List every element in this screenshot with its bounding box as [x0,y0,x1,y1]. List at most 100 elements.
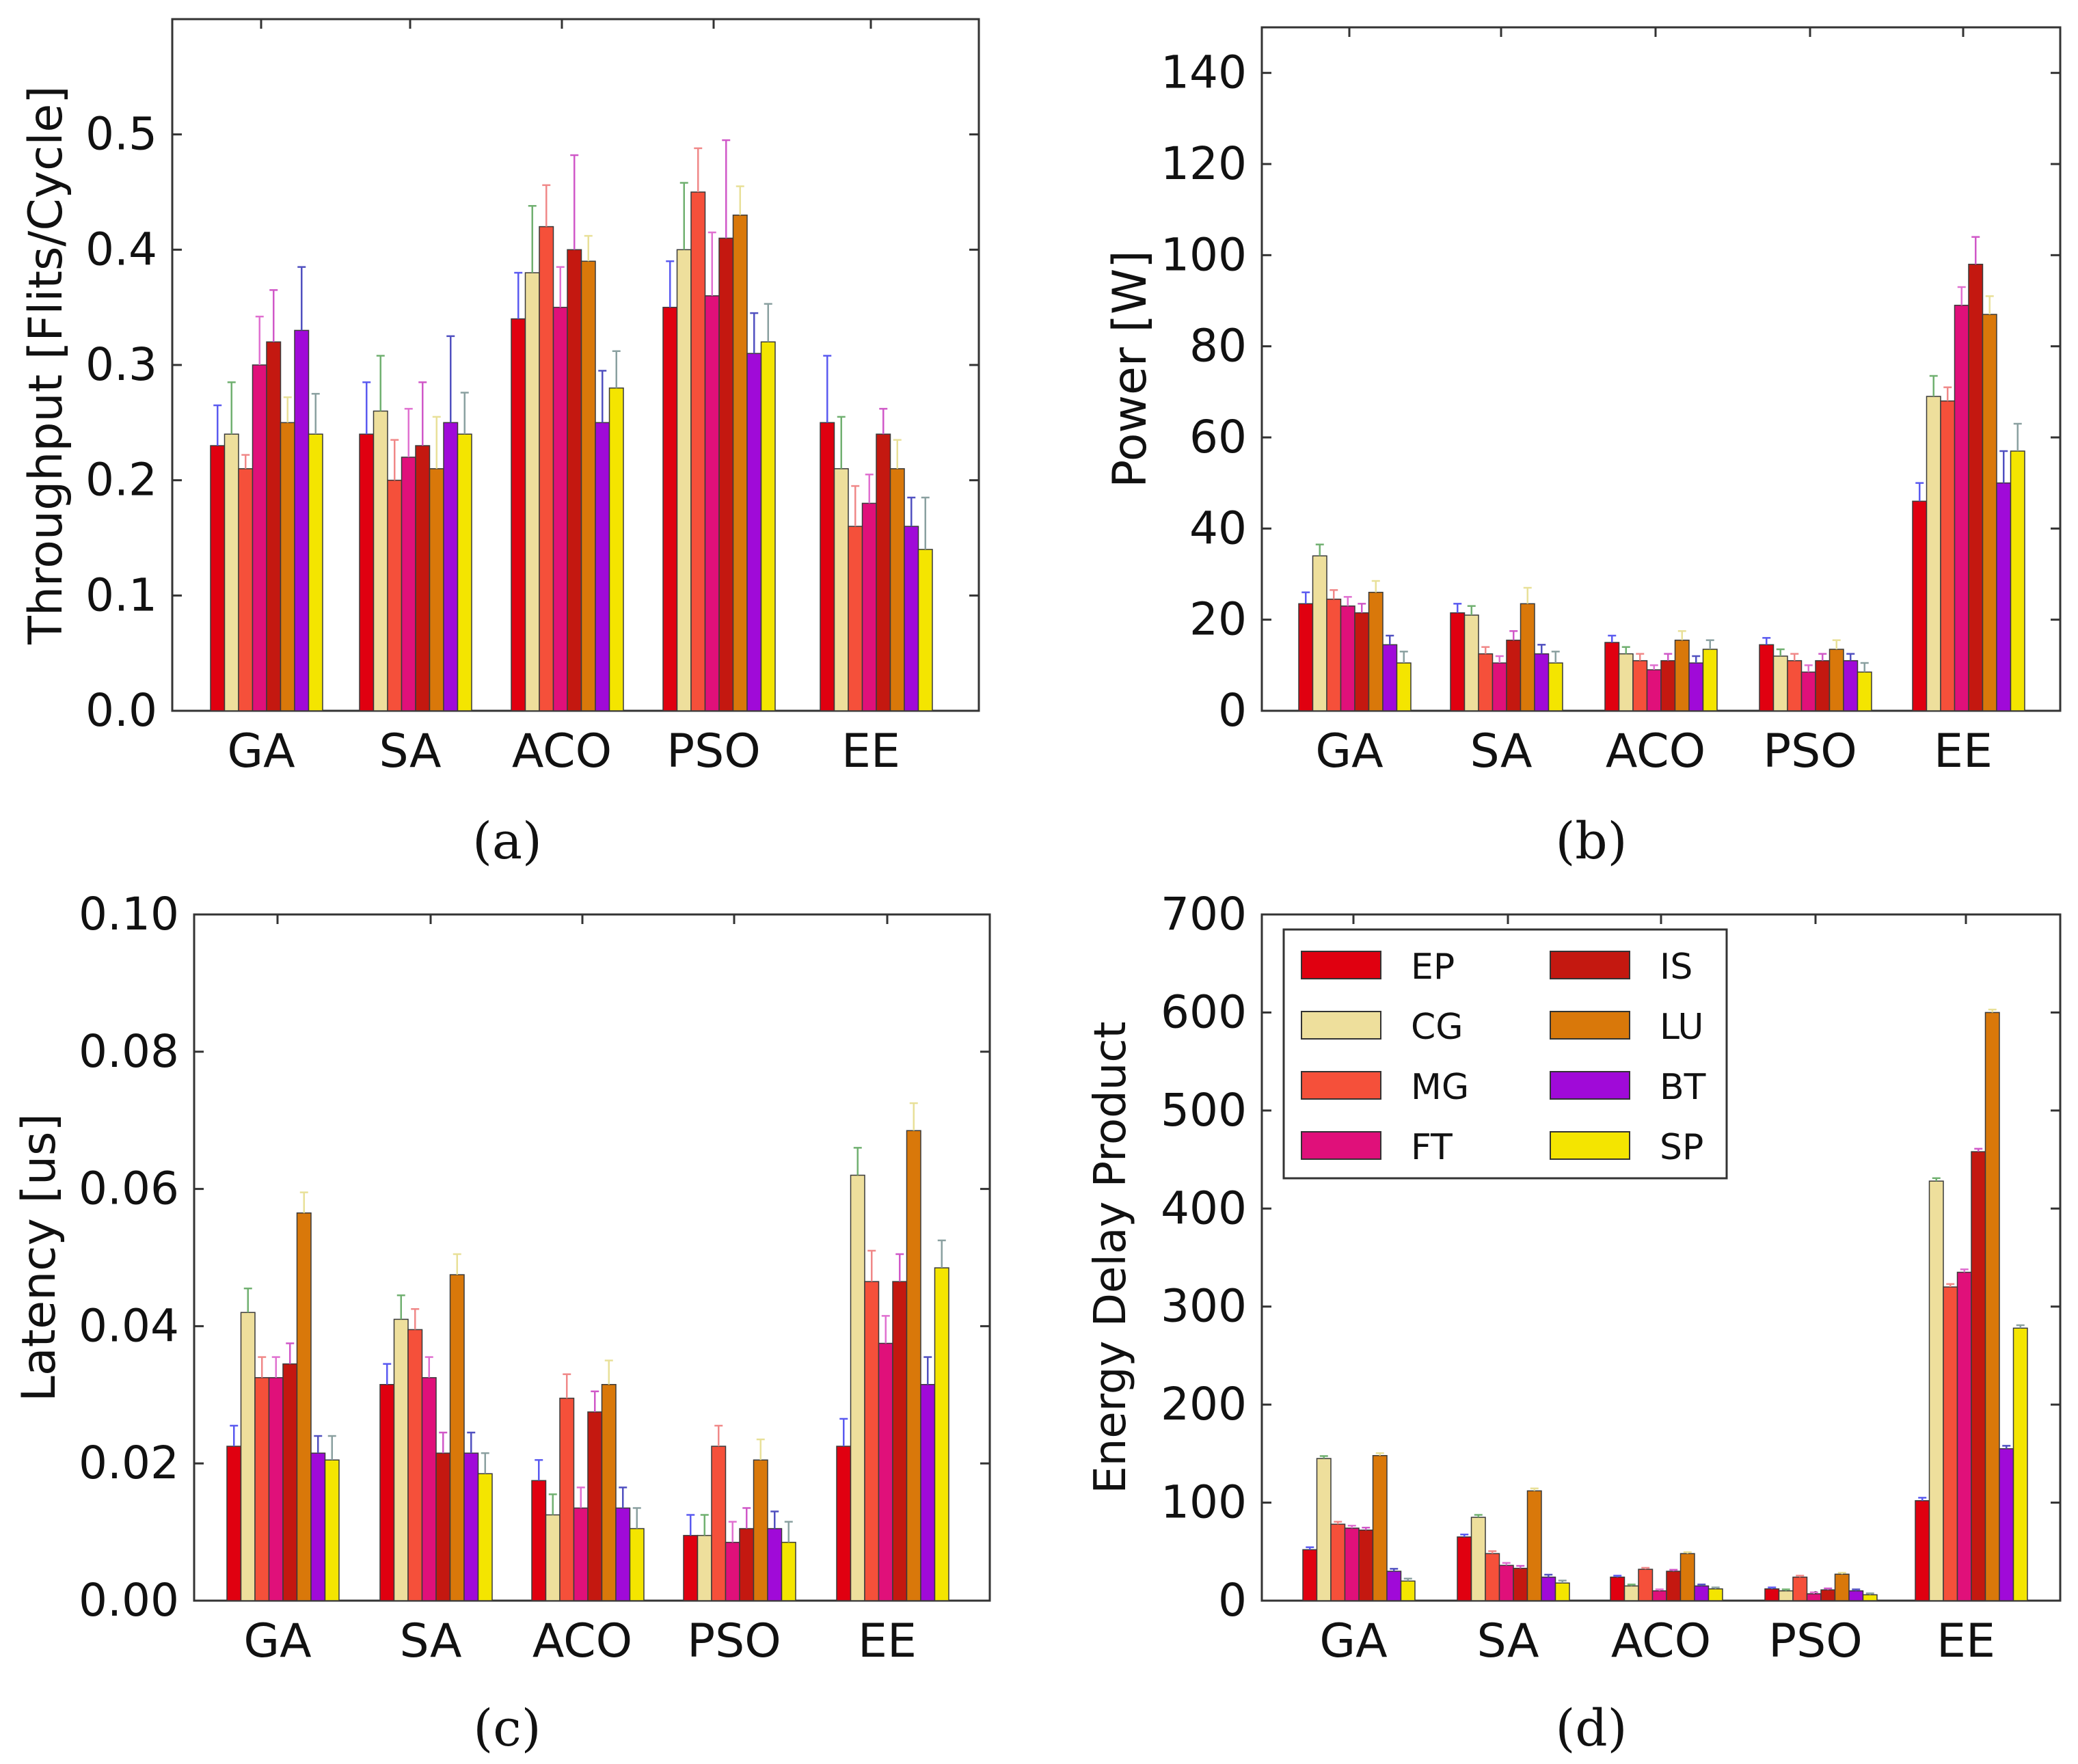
bar-ep-pso [1759,644,1775,711]
legend-entry-ft: FT [1301,1127,1453,1168]
legend-label-ft: FT [1411,1127,1453,1168]
bar-bt-aco [1694,1585,1710,1601]
bar-mg-ga [238,468,254,711]
bar-is-ee [876,433,891,711]
y-tick-label: 200 [1161,1378,1247,1430]
x-ticks: GA SA ACO PSO EE [1319,914,1995,1668]
y-ticks: 0.0 0.1 0.2 0.3 0.4 0.5 [85,108,979,737]
y-tick-label: 0.10 [79,888,179,940]
bar-sp-ee [917,549,933,711]
x-tick-label-pso: PSO [1768,1614,1863,1668]
bar-sp-aco [1708,1588,1723,1601]
y-tick-label: 500 [1161,1084,1247,1137]
x-tick-label-aco: ACO [1606,724,1705,778]
bar-mg-ee [848,526,863,711]
bar-mg-ga [1330,1523,1346,1601]
bar-lu-sa [449,1274,465,1601]
legend-entry-sp: SP [1550,1127,1703,1168]
x-tick-label-pso: PSO [666,724,761,778]
bar-lu-sa [1526,1490,1542,1601]
y-tick-label: 40 [1189,502,1247,554]
bar-ep-aco [531,1480,547,1601]
x-tick-label-pso: PSO [1763,724,1857,778]
bar-is-pso [718,237,734,711]
x-tick-label-sa: SA [1470,724,1533,778]
y-ticks: 0 100 200 300 400 500 600 700 [1161,888,2060,1627]
y-tick-label: 80 [1189,320,1247,372]
bar-ep-aco [511,318,526,711]
y-tick-label: 0.04 [79,1299,179,1352]
legend-label-mg: MG [1411,1067,1469,1108]
bar-is-aco [1666,1571,1682,1601]
y-ticks: 0 20 40 60 80 100 120 140 [1161,46,2060,737]
bar-is-ga [1358,1529,1374,1601]
x-tick-label-sa: SA [379,724,442,778]
bar-bt-ee [920,1383,936,1601]
bar-sp-sa [1554,1582,1570,1601]
bars [226,1102,949,1601]
x-tick-label-aco: ACO [1611,1614,1711,1668]
bar-mg-ee [1943,1286,1958,1601]
legend-swatch-is [1550,951,1630,979]
bar-is-aco [567,249,582,711]
y-tick-label: 120 [1161,137,1247,190]
bar-is-ee [1968,263,1984,711]
bar-cg-pso [676,249,692,711]
bar-ep-ee [1912,500,1928,711]
bar-lu-ga [296,1212,312,1601]
bar-sp-ee [2010,450,2025,711]
bar-ft-ee [1954,304,1969,711]
y-ticks: 0.00 0.02 0.04 0.06 0.08 0.10 [79,888,990,1627]
legend-label-bt: BT [1660,1067,1706,1108]
x-tick-label-aco: ACO [512,724,612,778]
bar-ep-aco [1604,642,1620,711]
bar-mg-pso [1792,1576,1808,1601]
bar-mg-ee [1940,400,1956,711]
legend-swatch-ep [1301,951,1381,979]
legend-entry-mg: MG [1301,1067,1469,1108]
bar-is-ga [282,1363,298,1601]
bar-ep-aco [1610,1576,1625,1601]
legend-swatch-cg [1301,1011,1381,1040]
bar-sp-pso [1862,1594,1878,1601]
panel-label: (d) [1555,1699,1627,1758]
y-tick-label: 100 [1161,1476,1247,1529]
bars [1298,236,2025,711]
bar-ep-sa [1457,1536,1472,1601]
bar-sp-ga [1400,1580,1416,1601]
bar-sp-aco [1702,649,1718,711]
bar-bt-sa [1534,653,1550,711]
x-tick-label-sa: SA [400,1614,462,1668]
y-tick-label: 100 [1161,228,1247,281]
bar-ft-sa [1492,662,1507,711]
bar-sp-pso [1857,671,1872,711]
legend-label-ep: EP [1411,947,1455,988]
legend-label-cg: CG [1411,1007,1463,1048]
bar-cg-pso [1772,655,1788,711]
y-axis-label: Throughput [Flits/Cycle] [19,85,73,644]
bar-cg-sa [1463,614,1479,711]
panel-label: (a) [472,812,542,871]
bar-lu-ga [1368,591,1384,711]
y-tick-label: 20 [1189,593,1247,646]
bar-bt-pso [1848,1590,1864,1601]
bar-ep-ga [1298,603,1314,711]
x-ticks: GA SA ACO PSO EE [1315,27,1993,778]
bar-lu-aco [601,1383,617,1601]
bar-ft-pso [1800,671,1816,711]
x-tick-label-ga: GA [243,1614,311,1668]
bar-is-pso [739,1528,755,1601]
y-axis-label: Power [W] [1103,250,1157,488]
y-tick-label: 0.00 [79,1574,179,1627]
legend-label-is: IS [1660,947,1692,988]
bar-cg-sa [393,1318,409,1601]
bar-cg-ga [224,433,239,711]
bar-lu-aco [1679,1553,1695,1601]
bar-bt-ee [904,526,919,711]
bar-lu-aco [580,260,596,711]
bar-lu-sa [1520,603,1535,711]
x-tick-label-aco: ACO [532,1614,632,1668]
bar-lu-pso [1829,649,1844,711]
bar-is-aco [587,1411,603,1601]
